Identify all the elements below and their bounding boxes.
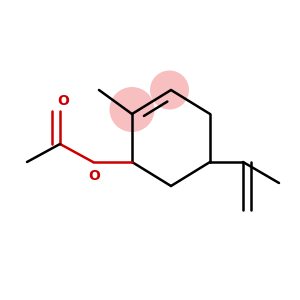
Text: O: O xyxy=(57,94,69,108)
Circle shape xyxy=(150,70,189,110)
Circle shape xyxy=(110,87,154,132)
Text: O: O xyxy=(88,169,101,184)
